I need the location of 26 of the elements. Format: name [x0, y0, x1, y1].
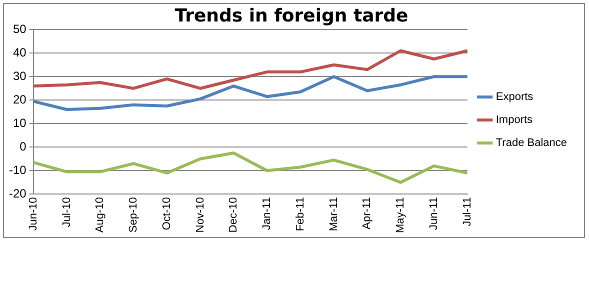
x-tick-label: Jun-10 — [27, 197, 40, 231]
x-tick-label: Aug-10 — [94, 197, 106, 233]
y-tick-label: 50 — [12, 22, 27, 36]
x-tick-label: Mar-11 — [328, 197, 340, 232]
x-tick-label: Jul-11 — [461, 197, 474, 226]
y-tick-label: 30 — [12, 68, 27, 83]
y-tick-label: -20 — [9, 186, 27, 200]
x-tick-label: Sep-10 — [128, 197, 140, 233]
x-tick-label: Jan-11 — [261, 197, 274, 230]
x-tick-label: Dec-10 — [228, 197, 240, 233]
legend-label: Trade Balance — [496, 137, 568, 150]
legend-label: Imports — [496, 114, 534, 126]
y-tick-label: 20 — [12, 92, 27, 106]
y-tick-label: -10 — [9, 162, 27, 177]
x-tick-label: May-11 — [394, 197, 407, 234]
chart-title: Trends in foreign tarde — [174, 5, 408, 26]
x-tick-label: Jul-10 — [60, 197, 73, 228]
x-tick-label: Oct-10 — [160, 197, 173, 230]
x-tick-label: Apr-11 — [361, 197, 374, 230]
y-tick-label: 10 — [12, 116, 27, 130]
x-tick-label: Jun-11 — [428, 197, 440, 230]
y-tick-label: 40 — [12, 45, 27, 60]
x-tick-label: Nov-10 — [194, 197, 206, 233]
legend-label: Exports — [496, 91, 534, 104]
x-tick-label: Feb-11 — [294, 197, 306, 232]
y-tick-label: 0 — [20, 139, 27, 154]
